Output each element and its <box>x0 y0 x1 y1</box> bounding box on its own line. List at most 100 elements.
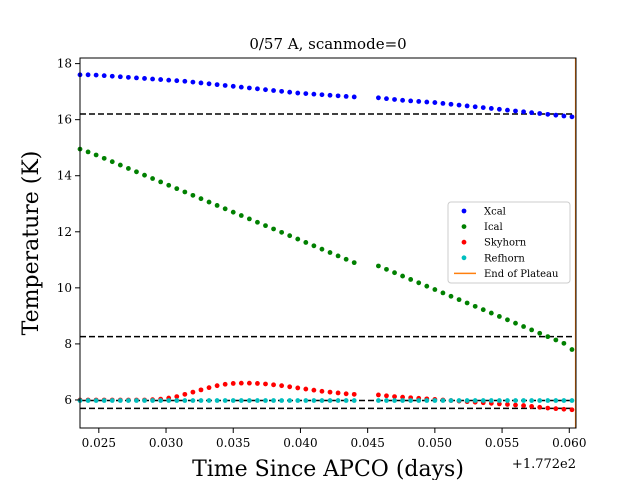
skyhorn-point <box>255 381 260 386</box>
skyhorn-point <box>271 382 276 388</box>
xcal-point <box>279 88 285 94</box>
series-xcal <box>77 72 575 120</box>
ical-point <box>456 297 462 303</box>
ical-point <box>295 236 301 242</box>
skyhorn-point <box>263 381 268 387</box>
ical-point <box>400 273 405 279</box>
ical-point <box>125 166 131 171</box>
refhorn-point <box>392 398 397 403</box>
refhorn-point <box>182 398 188 403</box>
skyhorn-point <box>230 381 236 386</box>
refhorn-point <box>101 398 107 403</box>
xcal-point <box>335 93 341 99</box>
refhorn-point <box>109 398 115 403</box>
xcal-point <box>545 111 551 117</box>
skyhorn-point <box>198 387 204 393</box>
refhorn-point <box>408 398 414 403</box>
ical-point <box>376 263 381 269</box>
xcal-point <box>230 83 236 89</box>
xcal-point <box>311 91 317 97</box>
ical-point <box>327 250 333 255</box>
xcal-point <box>327 92 333 98</box>
ical-point <box>480 307 486 313</box>
ical-point <box>134 169 139 175</box>
refhorn-point <box>424 398 430 403</box>
ical-point <box>440 290 446 296</box>
x-tick-label: 0.055 <box>485 436 519 450</box>
ical-point <box>472 303 478 309</box>
legend-swatch-skyhorn <box>461 239 467 245</box>
xcal-point <box>158 77 164 82</box>
ical-point <box>166 182 172 188</box>
ical-point <box>190 192 196 198</box>
skyhorn-point <box>392 394 397 400</box>
ical-point <box>513 320 518 326</box>
xcal-point <box>214 82 220 88</box>
legend-label-skyhorn: Skyhorn <box>484 238 527 249</box>
refhorn-point <box>174 398 180 403</box>
xcal-point <box>464 103 470 109</box>
xcal-point <box>166 77 172 83</box>
refhorn-point <box>464 398 470 403</box>
legend-swatch-xcal <box>461 208 467 214</box>
skyhorn-point <box>287 384 293 390</box>
chart-title: 0/57 A, scanmode=0 <box>249 35 406 53</box>
refhorn-point <box>513 398 518 403</box>
refhorn-point <box>496 398 502 403</box>
xcal-point <box>303 91 309 96</box>
skyhorn-point <box>190 389 196 395</box>
xcal-point <box>440 101 446 106</box>
ical-point <box>255 219 260 225</box>
legend-box <box>447 201 571 284</box>
ical-point <box>537 330 543 336</box>
ical-point <box>206 199 212 205</box>
refhorn-point <box>553 398 559 403</box>
legend: Xcal Ical Skyhorn Refhorn End of Plateau <box>447 201 571 284</box>
xcal-point <box>142 76 147 81</box>
ical-point <box>408 277 414 282</box>
refhorn-point <box>561 398 567 403</box>
ical-point <box>311 243 317 249</box>
refhorn-point <box>134 398 139 403</box>
skyhorn-point <box>182 391 188 397</box>
refhorn-point <box>384 398 389 403</box>
skyhorn-point <box>174 394 180 400</box>
refhorn-point <box>255 398 260 403</box>
refhorn-point <box>569 398 575 403</box>
ical-point <box>271 226 276 232</box>
xcal-point <box>271 88 276 93</box>
ical-point <box>230 209 236 215</box>
refhorn-point <box>295 398 301 403</box>
refhorn-point <box>198 398 204 403</box>
ical-point <box>319 246 325 252</box>
ical-point <box>432 287 438 292</box>
ical-point <box>343 256 349 262</box>
ical-point <box>182 189 188 195</box>
xcal-point <box>408 98 414 104</box>
legend-label-refhorn: Refhorn <box>484 253 525 264</box>
xcal-point <box>472 104 478 110</box>
xcal-point <box>505 107 510 113</box>
y-axis-label: Temperature (K) <box>19 151 44 336</box>
ical-point <box>505 317 510 323</box>
refhorn-point <box>545 398 551 403</box>
ical-point <box>529 327 535 333</box>
xcal-point <box>287 89 293 95</box>
refhorn-point <box>93 398 99 403</box>
plot-area <box>77 58 577 428</box>
refhorn-point <box>263 398 268 403</box>
xcal-point <box>392 97 397 102</box>
ical-point <box>158 179 164 185</box>
refhorn-point <box>488 398 494 403</box>
xcal-point <box>150 76 155 82</box>
skyhorn-point <box>513 402 518 408</box>
xcal-point <box>222 83 228 88</box>
skyhorn-point <box>537 404 543 410</box>
refhorn-point <box>521 398 526 403</box>
skyhorn-point <box>279 383 285 389</box>
ical-point <box>117 162 123 168</box>
y-tick-label: 18 <box>57 57 72 71</box>
refhorn-point <box>343 398 349 403</box>
ical-point <box>384 266 389 272</box>
